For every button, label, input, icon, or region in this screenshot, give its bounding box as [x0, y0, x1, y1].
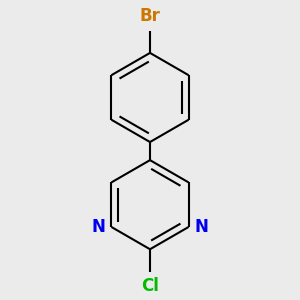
Text: Br: Br — [140, 7, 160, 25]
Text: N: N — [92, 218, 106, 236]
Text: N: N — [194, 218, 208, 236]
Text: Cl: Cl — [141, 277, 159, 295]
